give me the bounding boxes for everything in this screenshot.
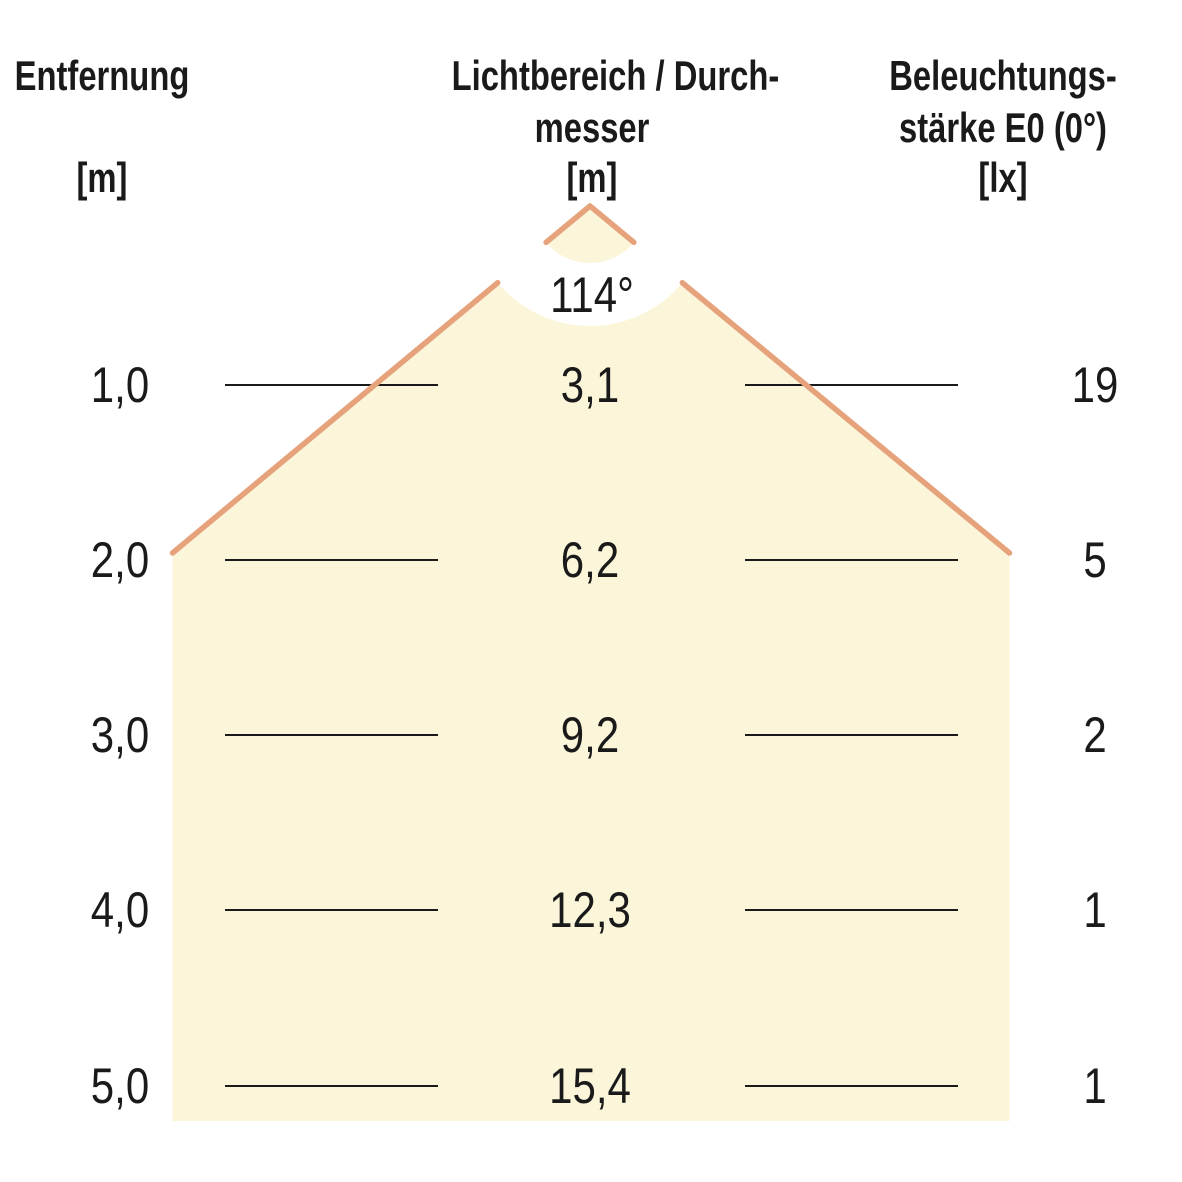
row5-diameter: 15,4 [549, 1058, 631, 1114]
header-diameter-title1: Lichtbereich / Durch- [451, 52, 780, 99]
beam-angle-label: 114° [550, 267, 634, 323]
row1-illuminance: 19 [1071, 357, 1119, 413]
header-diameter-title2: messer [534, 104, 650, 151]
row3-diameter: 9,2 [560, 707, 620, 763]
row4-illuminance: 1 [1083, 882, 1107, 938]
row4-diameter: 12,3 [549, 882, 631, 938]
row2-illuminance: 5 [1083, 532, 1107, 588]
row3-distance: 3,0 [90, 707, 150, 763]
row3-illuminance: 2 [1083, 707, 1107, 763]
row5-distance: 5,0 [90, 1058, 150, 1114]
row5-illuminance: 1 [1083, 1058, 1107, 1114]
row2-diameter: 6,2 [560, 532, 620, 588]
cone-body [172, 282, 1010, 1121]
header-distance-unit: [m] [76, 154, 128, 201]
row1-distance: 1,0 [90, 357, 150, 413]
header-illuminance-title1: Beleuchtungs- [889, 52, 1117, 99]
row4-distance: 4,0 [90, 882, 150, 938]
cone-apex-sector [546, 206, 634, 264]
cone-apex-edge [543, 203, 637, 246]
row1-diameter: 3,1 [560, 357, 620, 413]
header-diameter-unit: [m] [566, 154, 618, 201]
row2-distance: 2,0 [90, 532, 150, 588]
cone-left-edge [169, 279, 501, 556]
cone-right-edge [679, 279, 1013, 556]
header-distance-title: Entfernung [14, 52, 190, 99]
header-illuminance-unit: [lx] [978, 154, 1028, 201]
header-illuminance-title2: stärke E0 (0°) [899, 104, 1107, 151]
